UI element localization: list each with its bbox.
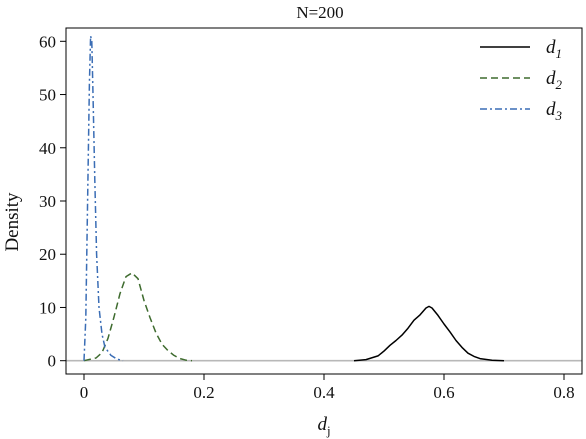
- y-tick-label: 40: [39, 139, 56, 158]
- x-tick-label: 0.8: [553, 383, 574, 402]
- chart-title: N=200: [296, 3, 343, 22]
- x-tick-label: 0.6: [433, 383, 454, 402]
- y-tick-label: 0: [48, 352, 57, 371]
- x-tick-label: 0: [80, 383, 89, 402]
- y-tick-label: 10: [39, 298, 56, 317]
- x-axis-title: dj: [317, 414, 330, 438]
- series-line-d2: [83, 272, 193, 362]
- x-axis-title-base: d: [317, 414, 327, 435]
- plot-area: 0 0.2 0.4 0.6 0.8 0 10 20 30 40 50 60 d1 d2 d3: [39, 27, 583, 402]
- plot-frame: [65, 27, 583, 375]
- series-line-d3: [83, 35, 124, 362]
- y-tick-label: 30: [39, 192, 56, 211]
- x-axis-title-sub: j: [326, 423, 331, 438]
- legend: d1 d2 d3: [480, 37, 563, 123]
- legend-label-d2: d2: [546, 68, 563, 92]
- series-line-d1: [353, 305, 505, 362]
- y-axis-label: Density: [2, 192, 23, 252]
- y-tick-label: 60: [39, 32, 56, 51]
- y-axis-title: Density: [2, 192, 23, 252]
- x-tick-label: 0.4: [313, 383, 335, 402]
- legend-label-d3: d3: [546, 99, 563, 123]
- x-tick-label: 0.2: [193, 383, 214, 402]
- y-tick-label: 50: [39, 86, 56, 105]
- y-tick-label: 20: [39, 245, 56, 264]
- legend-label-d1: d1: [546, 37, 562, 61]
